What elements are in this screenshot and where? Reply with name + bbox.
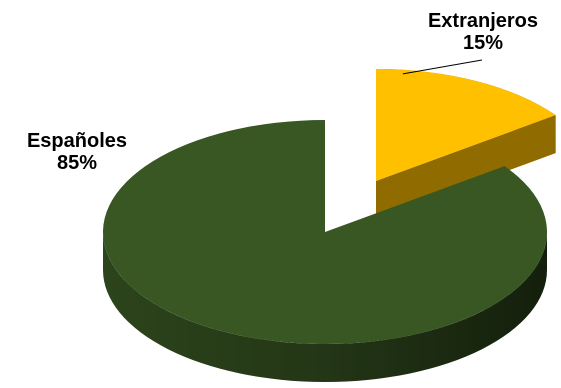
slice-extranjeros bbox=[376, 69, 556, 181]
slice-espanoles bbox=[102, 119, 547, 345]
slice-espanoles-rim bbox=[103, 232, 547, 382]
label-extranjeros: Extranjeros 15% bbox=[408, 10, 558, 54]
slice-espanoles-side bbox=[103, 232, 547, 382]
label-extranjeros-name: Extranjeros bbox=[427, 10, 539, 32]
label-espanoles-name: Españoles bbox=[26, 130, 128, 152]
label-espanoles-value: 85% bbox=[56, 152, 98, 174]
label-espanoles: Españoles 85% bbox=[2, 130, 152, 174]
leader-line-extranjeros bbox=[402, 59, 483, 75]
label-extranjeros-value: 15% bbox=[462, 32, 504, 54]
slice-extranjeros-face-bottom bbox=[376, 115, 556, 219]
